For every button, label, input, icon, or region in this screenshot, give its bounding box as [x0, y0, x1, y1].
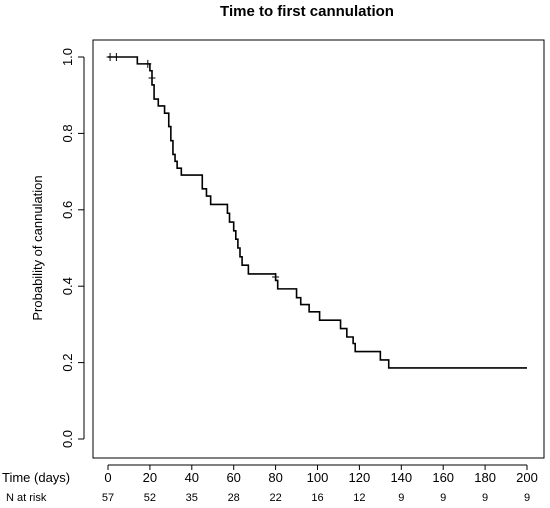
- x-tick-label: 180: [474, 470, 496, 485]
- risk-count: 28: [228, 492, 240, 504]
- x-tick-label: 0: [104, 470, 111, 485]
- chart-title: Time to first cannulation: [220, 3, 394, 20]
- x-tick-label: 200: [516, 470, 538, 485]
- x-axis: 0 20 40 60 80 100 120 140 160 180 200: [104, 464, 538, 485]
- y-tick-label: 0.2: [60, 354, 75, 372]
- x-tick-label: 140: [390, 470, 412, 485]
- x-tick-label: 80: [268, 470, 282, 485]
- x-tick-label: 20: [143, 470, 157, 485]
- plot-frame: [92, 39, 545, 459]
- risk-count: 22: [269, 492, 281, 504]
- y-tick-label: 0.8: [60, 124, 75, 142]
- risk-count: 9: [398, 492, 404, 504]
- x-axis-label: Time (days): [2, 470, 70, 485]
- y-tick-label: 1.0: [60, 48, 75, 66]
- survival-step-line: [108, 56, 527, 369]
- censor-mark: [112, 53, 120, 61]
- censor-mark: [144, 59, 152, 68]
- censor-mark: [272, 273, 280, 282]
- censor-mark: [106, 53, 114, 61]
- x-tick-label: 40: [185, 470, 199, 485]
- y-tick-label: 0.6: [60, 201, 75, 219]
- survival-series: [106, 53, 527, 369]
- risk-count: 9: [482, 492, 488, 504]
- risk-count: 12: [353, 492, 365, 504]
- x-tick-label: 120: [349, 470, 371, 485]
- x-tick-label: 60: [226, 470, 240, 485]
- y-tick-label: 0.4: [60, 277, 75, 295]
- y-axis-label: Probability of cannulation: [30, 175, 45, 320]
- x-tick-label: 100: [307, 470, 329, 485]
- risk-table-row: 57 52 35 28 22 16 12 9 9 9 9: [102, 492, 530, 504]
- y-tick-label: 0.0: [60, 430, 75, 448]
- risk-count: 52: [144, 492, 156, 504]
- risk-table-label: N at risk: [6, 492, 47, 504]
- risk-count: 35: [186, 492, 198, 504]
- risk-count: 9: [440, 492, 446, 504]
- x-tick-label: 160: [432, 470, 454, 485]
- risk-count: 9: [524, 492, 530, 504]
- y-axis: 0.0 0.2 0.4 0.6 0.8 1.0: [60, 48, 85, 448]
- risk-count: 16: [311, 492, 323, 504]
- risk-count: 57: [102, 492, 114, 504]
- censor-mark: [148, 74, 156, 83]
